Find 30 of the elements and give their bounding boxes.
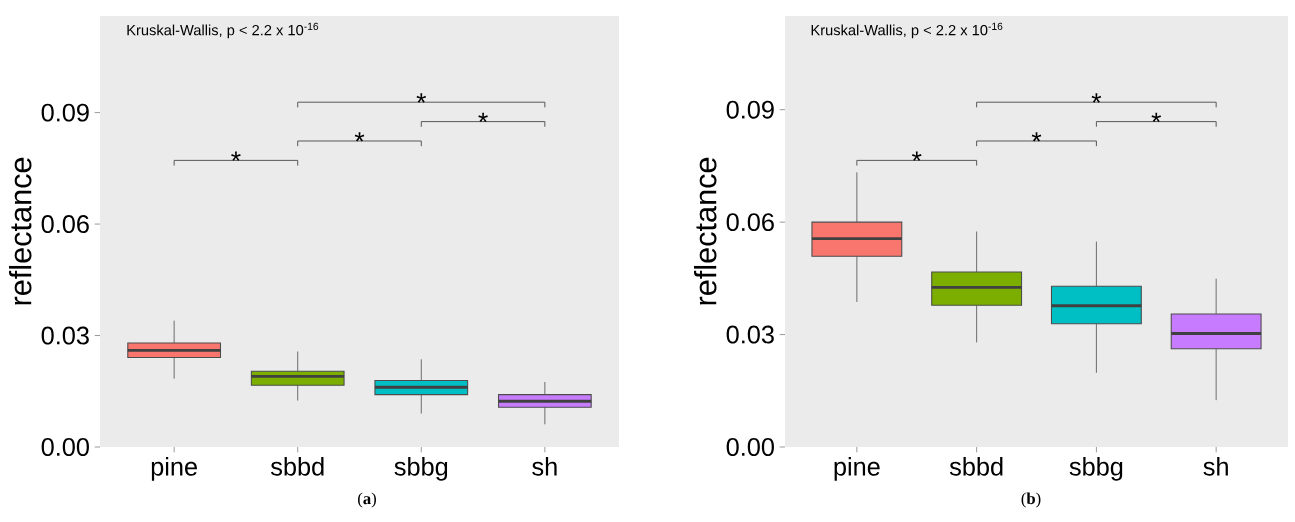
y-tick-label: 0.00 xyxy=(41,438,89,456)
annotation: * xyxy=(1151,112,1162,123)
y-tick-label: 0.00 xyxy=(726,438,774,456)
text: (b) xyxy=(1021,492,1041,508)
x-tick-label: pine xyxy=(834,457,880,481)
annotation: Kruskal-Wallis, p < 2.2 x 10$^{-16}$ xyxy=(811,22,1003,39)
y-axis-title: reflectance xyxy=(8,157,32,305)
y-axis-title: reflectance xyxy=(693,157,717,305)
annotation: * xyxy=(1031,132,1042,142)
x-tick-label: sbbg xyxy=(1069,457,1123,481)
annotation: * xyxy=(354,132,365,142)
y-tick-label: 0.03 xyxy=(41,326,89,345)
annotation: * xyxy=(416,93,427,103)
y-tick-label: 0.03 xyxy=(726,325,774,344)
annotation: * xyxy=(478,112,488,123)
y-tick-label: 0.06 xyxy=(41,215,89,234)
annotation: * xyxy=(231,151,241,161)
annotation: * xyxy=(912,151,922,161)
y-tick-label: 0.09 xyxy=(726,100,774,119)
x-tick-label: sbbd xyxy=(270,457,324,476)
x-tick-label: sh xyxy=(532,457,557,476)
y-tick-label: 0.06 xyxy=(726,213,774,232)
x-tick-label: pine xyxy=(151,457,197,481)
y-tick-label: 0.09 xyxy=(41,103,89,122)
annotation: Kruskal-Wallis, p < 2.2 x 10$^{-16}$ xyxy=(127,22,319,39)
x-tick-label: sbbg xyxy=(394,457,448,481)
text: (a) xyxy=(358,492,376,508)
x-tick-label: sh xyxy=(1203,457,1228,476)
annotation: * xyxy=(1091,93,1102,103)
x-tick-label: sbbd xyxy=(949,457,1003,476)
